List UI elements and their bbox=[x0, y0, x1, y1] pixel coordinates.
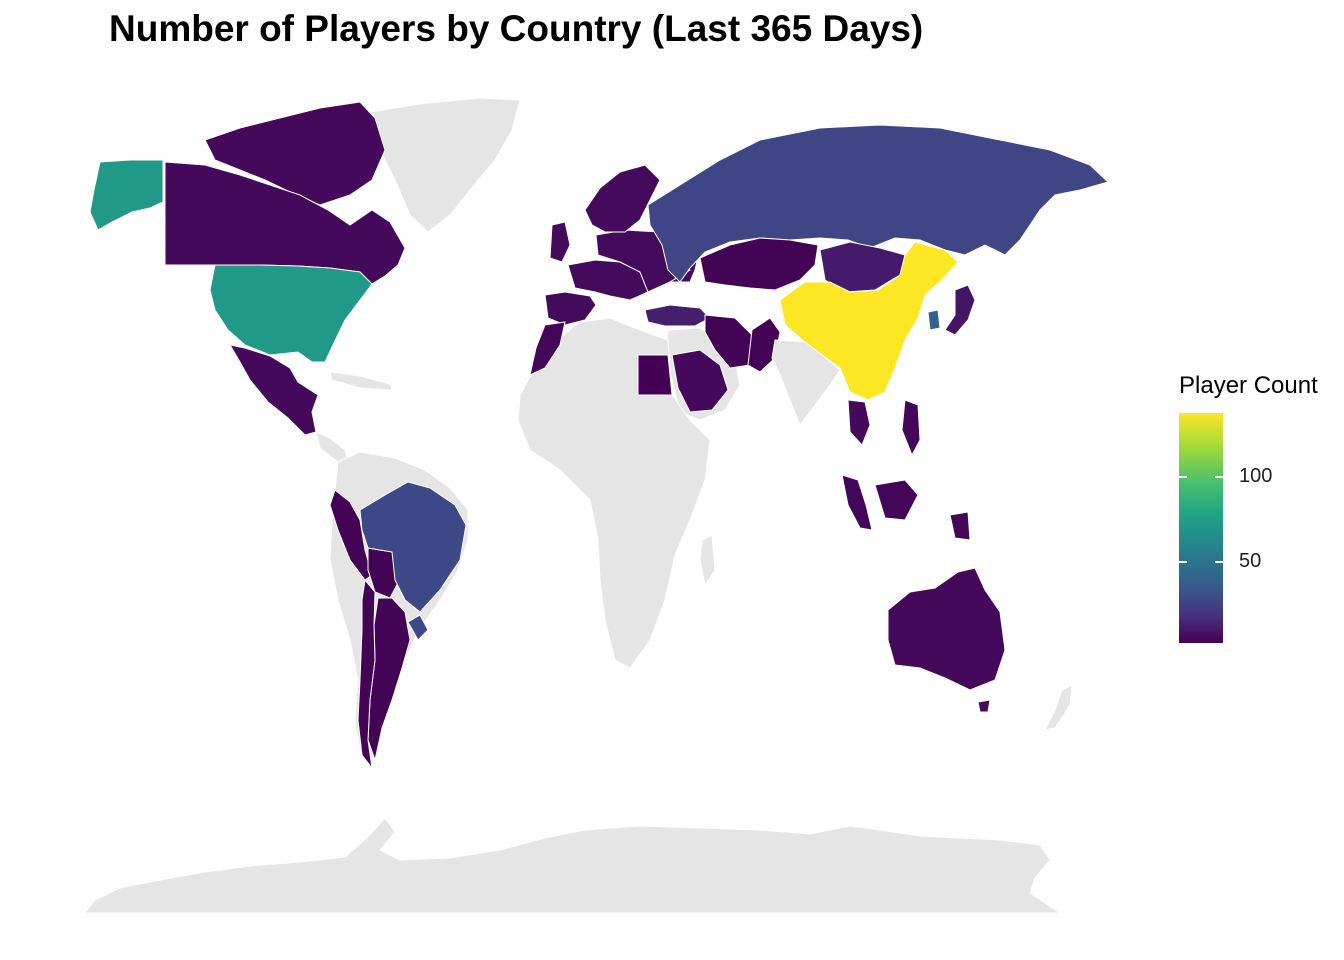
region-antarctica bbox=[83, 817, 1062, 914]
legend-tick-left bbox=[1179, 560, 1187, 563]
region-iran bbox=[704, 314, 753, 369]
region-japan bbox=[944, 284, 976, 336]
region-madagascar bbox=[699, 534, 716, 587]
region-africa bbox=[517, 317, 711, 669]
chart-title: Number of Players by Country (Last 365 D… bbox=[109, 8, 924, 49]
region-europe-west bbox=[567, 259, 649, 301]
region-caribbean bbox=[329, 371, 393, 391]
region-brazil bbox=[359, 481, 467, 613]
region-australia bbox=[887, 567, 1006, 691]
region-usa bbox=[209, 264, 373, 363]
legend-tick-right bbox=[1215, 560, 1223, 563]
region-uruguay bbox=[407, 614, 429, 641]
region-new-guinea bbox=[949, 511, 971, 541]
region-greenland bbox=[369, 97, 521, 233]
region-saudi-arabia bbox=[671, 349, 729, 413]
legend-title: Player Count bbox=[1179, 372, 1318, 399]
region-central-america bbox=[315, 431, 349, 463]
region-uk bbox=[549, 221, 571, 263]
region-chile bbox=[357, 578, 376, 770]
legend-colorbar bbox=[1179, 413, 1223, 643]
region-russia bbox=[647, 124, 1109, 283]
legend-tick-left bbox=[1179, 476, 1187, 479]
region-spain bbox=[544, 291, 597, 326]
region-alaska bbox=[89, 159, 164, 231]
region-malaysia bbox=[841, 474, 873, 531]
region-canadian-arctic bbox=[204, 101, 386, 206]
region-philippines bbox=[901, 399, 921, 457]
region-tasmania bbox=[977, 699, 991, 713]
region-india bbox=[771, 339, 841, 427]
region-indonesia bbox=[874, 479, 919, 521]
region-turkey bbox=[644, 304, 711, 327]
region-mexico bbox=[229, 344, 319, 436]
region-china bbox=[779, 241, 959, 401]
region-korea bbox=[927, 309, 941, 331]
region-peru bbox=[329, 489, 373, 581]
legend-tick-right bbox=[1215, 476, 1223, 479]
region-southeast-asia bbox=[847, 399, 871, 446]
region-new-zealand bbox=[1044, 684, 1073, 731]
region-morocco bbox=[529, 321, 566, 376]
region-egypt bbox=[637, 354, 673, 396]
region-scandinavia bbox=[584, 164, 661, 233]
legend-tick-label: 100 bbox=[1239, 465, 1273, 488]
region-kazakhstan bbox=[699, 237, 819, 291]
legend-tick-label: 50 bbox=[1239, 549, 1262, 572]
